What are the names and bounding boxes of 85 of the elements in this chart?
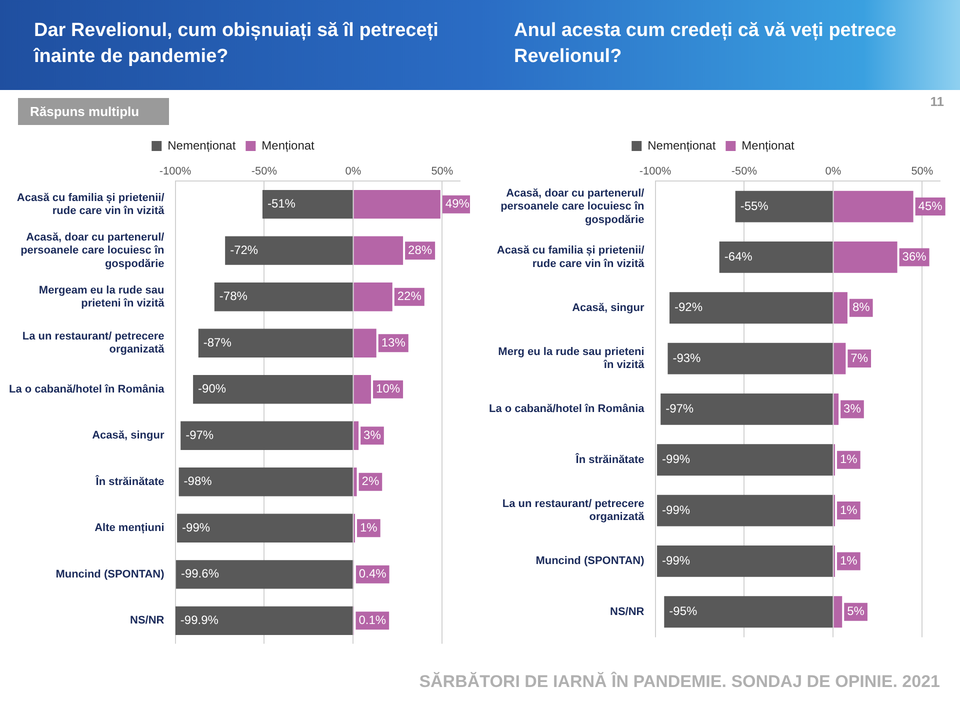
y-tick-label: Alte mențiuni — [94, 522, 164, 534]
data-label: -99.9% — [180, 612, 219, 627]
y-tick-label: Muncind (SPONTAN) — [56, 568, 165, 580]
bar — [664, 596, 833, 628]
data-label: 3% — [844, 402, 862, 416]
data-label: 8% — [852, 300, 870, 314]
data-label: 1% — [840, 554, 858, 568]
legend-label: Nemenționat — [648, 138, 716, 152]
y-tick-label: Merg eu la rude sau prieteni în vizită — [498, 346, 646, 372]
bar — [177, 514, 353, 542]
data-label: -98% — [184, 474, 212, 488]
chart-title: Dar Revelionul, cum obișnuiați să îl petreceți înainte de pandemie? — [34, 19, 440, 69]
data-label: 0.4% — [358, 566, 387, 581]
y-tick-label: Mergeam eu la rude sau prieteni în vizită — [38, 284, 166, 310]
data-label: -78% — [219, 289, 248, 304]
bar — [657, 494, 833, 526]
data-label: -72% — [230, 242, 258, 257]
data-label: 36% — [902, 250, 927, 264]
bar — [178, 468, 353, 496]
data-label: 7% — [850, 350, 868, 365]
text: 11 — [930, 94, 944, 109]
y-tick-label: Acasă, singur — [572, 302, 645, 314]
data-label: -87% — [203, 335, 232, 350]
data-label: -99% — [662, 554, 690, 568]
data-label: -95% — [669, 604, 698, 618]
x-tick-label: 50% — [911, 166, 934, 178]
data-label: -97% — [186, 428, 214, 442]
data-label: 3% — [364, 428, 382, 442]
text: SĂRBĂTORI DE IARNĂ ÎN PANDEMIE. SONDAJ DE OPINIE. 2021 — [418, 672, 940, 692]
data-label: -51% — [267, 196, 296, 211]
y-tick-label: Acasă cu familia și prietenii/ rude care vin în vizită — [496, 244, 646, 270]
data-label: -93% — [672, 350, 702, 365]
y-tick-label: La o cabană/hotel în România — [488, 403, 646, 416]
data-label: 10% — [376, 382, 400, 396]
data-label: 1% — [360, 520, 378, 534]
data-label: 45% — [918, 198, 943, 213]
y-tick-label: Acasă, singur — [92, 430, 165, 442]
bar — [657, 444, 833, 476]
data-label: -92% — [674, 300, 703, 314]
text: Răspuns multiplu — [18, 98, 170, 125]
data-label: -99% — [662, 502, 690, 517]
y-tick-label: Muncind (SPONTAN) — [536, 555, 645, 568]
data-label: -99.6% — [180, 566, 220, 581]
data-label: -99% — [182, 520, 210, 534]
data-label: 1% — [840, 502, 858, 517]
bar — [657, 545, 833, 577]
bar — [668, 342, 833, 374]
data-label: -90% — [198, 382, 226, 396]
y-tick-label: NS/NR — [610, 606, 644, 618]
x-tick-label: -50% — [731, 166, 758, 178]
data-label: 28% — [408, 242, 432, 257]
x-tick-label: -50% — [251, 166, 278, 178]
data-label: 5% — [847, 604, 865, 618]
y-tick-label: La un restaurant/ petrecere organizată — [502, 498, 646, 524]
data-label: -64% — [724, 250, 753, 264]
legend-label: Nemenționat — [168, 138, 236, 152]
y-tick-label: Acasă, doar cu partenerul/ persoanele care locuiesc în gospodărie — [20, 231, 165, 270]
y-tick-label: Acasă, doar cu partenerul/ persoanele care locuiesc în gospodărie — [500, 187, 645, 226]
data-label: 0.1% — [358, 612, 386, 627]
x-tick-label: 0% — [345, 166, 362, 178]
y-tick-label: În străinătate — [94, 474, 164, 488]
x-tick-label: -100% — [159, 166, 192, 178]
data-label: 13% — [381, 335, 406, 350]
x-tick-label: -100% — [639, 166, 672, 178]
chart-title: Anul acesta cum credeți că vă veți petrece Revelionul? — [514, 19, 898, 69]
data-label: 2% — [362, 474, 380, 488]
bar — [660, 393, 833, 425]
legend-label: Menționat — [262, 138, 316, 152]
y-tick-label: NS/NR — [130, 614, 164, 627]
bar — [669, 292, 833, 324]
data-label: 1% — [840, 452, 858, 466]
data-label: -97% — [666, 402, 694, 416]
legend-label: Menționat — [742, 138, 796, 152]
x-tick-label: 0% — [825, 166, 842, 178]
y-tick-label: La un restaurant/ petrecere organizată — [22, 330, 166, 356]
y-tick-label: La o cabană/hotel în România — [8, 383, 166, 396]
data-label: -55% — [740, 198, 769, 213]
y-tick-label: Acasă cu familia și prietenii/ rude care vin în vizită — [16, 192, 166, 217]
bar — [180, 421, 353, 450]
x-tick-label: 50% — [431, 166, 454, 178]
data-label: -99% — [662, 452, 690, 466]
data-label: 22% — [397, 289, 422, 304]
data-label: 49% — [445, 196, 470, 211]
y-tick-label: În străinătate — [574, 452, 644, 466]
bar — [193, 375, 353, 404]
